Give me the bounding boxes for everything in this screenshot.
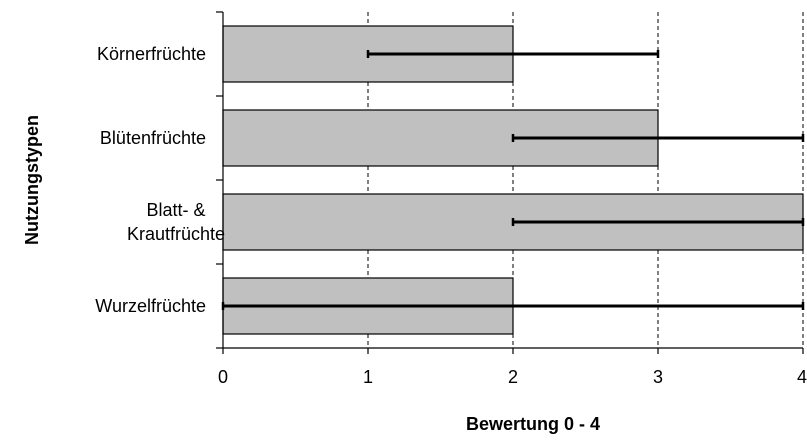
category-label: Wurzelfrüchte bbox=[95, 296, 206, 316]
x-axis-title: Bewertung 0 - 4 bbox=[466, 414, 600, 434]
category-label-line: Krautfrüchte bbox=[127, 224, 225, 244]
category-label: Körnerfrüchte bbox=[97, 44, 206, 64]
category-label: Blütenfrüchte bbox=[100, 128, 206, 148]
x-tick-label: 2 bbox=[508, 367, 518, 387]
category-label-line: Körnerfrüchte bbox=[97, 44, 206, 64]
category-label-line: Wurzelfrüchte bbox=[95, 296, 206, 316]
x-tick-label: 1 bbox=[363, 367, 373, 387]
category-label-line: Blütenfrüchte bbox=[100, 128, 206, 148]
category-label-line: Blatt- & bbox=[146, 200, 205, 220]
category-label: Blatt- & Krautfrüchte bbox=[127, 200, 225, 244]
y-axis-title: Nutzungstypen bbox=[22, 115, 42, 245]
x-tick-label: 3 bbox=[653, 367, 663, 387]
x-tick-label: 0 bbox=[218, 367, 228, 387]
x-tick-label: 4 bbox=[797, 367, 807, 387]
